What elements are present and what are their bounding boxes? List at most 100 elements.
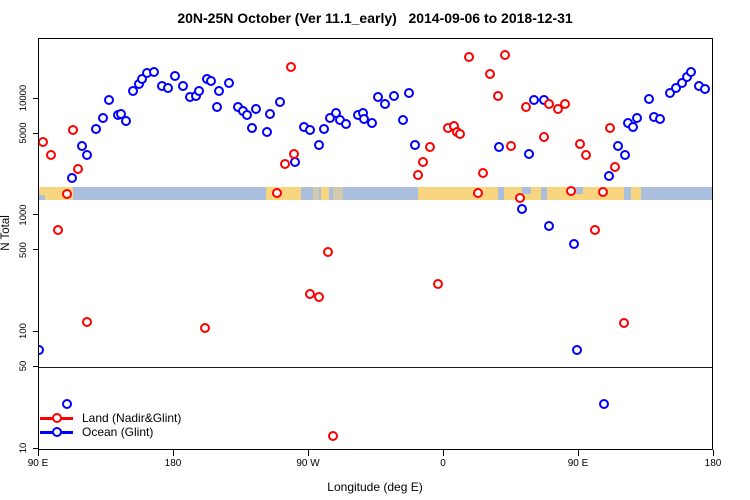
legend-item-ocean: Ocean (Glint) xyxy=(40,425,181,439)
data-point xyxy=(211,101,222,112)
data-point xyxy=(413,170,424,181)
data-point xyxy=(664,87,675,98)
data-point xyxy=(520,101,531,112)
legend: Land (Nadir&Glint) Ocean (Glint) xyxy=(40,411,181,439)
data-point xyxy=(67,124,78,135)
x-tick-mark xyxy=(577,450,579,456)
plot-area xyxy=(38,38,713,450)
data-point xyxy=(604,122,615,133)
x-tick-label: 0 xyxy=(440,458,446,469)
data-point xyxy=(477,168,488,179)
data-point xyxy=(200,323,211,334)
data-point xyxy=(619,150,630,161)
data-point xyxy=(313,139,324,150)
data-point xyxy=(304,124,315,135)
y-tick-label: 50 xyxy=(18,361,29,372)
data-point xyxy=(572,344,583,355)
data-point xyxy=(397,115,408,126)
data-point xyxy=(566,186,577,197)
y-tick-mark xyxy=(33,132,38,134)
data-point xyxy=(575,138,586,149)
legend-item-land: Land (Nadir&Glint) xyxy=(40,411,181,425)
data-point xyxy=(66,172,77,183)
data-point xyxy=(455,128,466,139)
y-tick-mark xyxy=(33,447,38,449)
data-point xyxy=(322,246,333,257)
data-point xyxy=(98,112,109,123)
data-point xyxy=(72,163,83,174)
data-point xyxy=(313,292,324,303)
y-axis-title: N Total xyxy=(0,215,12,251)
y-tick-label: 10 xyxy=(18,442,29,454)
data-point xyxy=(671,82,682,93)
data-point xyxy=(552,104,563,115)
data-point xyxy=(417,157,428,168)
data-point xyxy=(76,140,87,151)
data-point xyxy=(686,67,697,78)
legend-land-marker-icon xyxy=(51,413,62,423)
y-tick-mark xyxy=(33,330,38,332)
legend-ocean-label: Ocean (Glint) xyxy=(82,425,154,439)
x-tick-mark xyxy=(442,450,444,456)
data-point xyxy=(261,126,272,137)
data-point xyxy=(492,90,503,101)
legend-land-line xyxy=(40,413,73,423)
data-point xyxy=(241,110,252,121)
data-point xyxy=(81,150,92,161)
data-point xyxy=(609,161,620,172)
data-point xyxy=(654,114,665,125)
data-point xyxy=(341,119,352,130)
map-strip-sea_notch_bottom xyxy=(39,195,45,200)
data-point xyxy=(612,140,623,151)
x-tick-mark xyxy=(172,450,174,456)
data-point xyxy=(388,90,399,101)
data-point xyxy=(224,77,235,88)
map-strip-land xyxy=(547,187,624,200)
data-point xyxy=(194,86,205,97)
data-point xyxy=(127,85,138,96)
data-point xyxy=(505,140,516,151)
data-point xyxy=(104,95,115,106)
data-point xyxy=(290,157,301,168)
data-point xyxy=(528,94,539,105)
data-point xyxy=(485,69,496,80)
data-point xyxy=(264,109,275,120)
data-point xyxy=(699,83,710,94)
data-point xyxy=(39,344,44,355)
y-tick-mark xyxy=(33,214,38,216)
map-strip-land xyxy=(321,187,329,200)
map-strip-land xyxy=(265,187,302,200)
data-point xyxy=(148,66,159,77)
data-point xyxy=(275,96,286,107)
legend-ocean-marker-icon xyxy=(51,427,62,437)
legend-land-label: Land (Nadir&Glint) xyxy=(82,411,182,425)
data-point xyxy=(120,115,131,126)
data-point xyxy=(39,137,48,148)
data-point xyxy=(515,193,526,204)
data-point xyxy=(246,122,257,133)
data-point xyxy=(162,82,173,93)
data-point xyxy=(500,49,511,60)
data-point xyxy=(618,317,629,328)
data-point xyxy=(631,112,642,123)
x-tick-label: 180 xyxy=(704,458,722,469)
data-point xyxy=(285,62,296,73)
data-point xyxy=(425,141,436,152)
data-point xyxy=(432,279,443,290)
y-tick-mark xyxy=(33,365,38,367)
data-point xyxy=(61,188,72,199)
data-point xyxy=(250,103,261,114)
data-point xyxy=(288,148,299,159)
data-point xyxy=(90,123,101,134)
data-point xyxy=(543,221,554,232)
data-point xyxy=(45,150,56,161)
data-point xyxy=(206,76,217,87)
y-tick-label: 100 xyxy=(18,323,29,340)
data-point xyxy=(177,81,188,92)
data-point xyxy=(597,187,608,198)
map-strip-sea_notch_top xyxy=(522,187,531,194)
map-strip-ocean xyxy=(39,187,712,200)
data-point xyxy=(472,188,483,199)
data-point xyxy=(524,148,535,159)
